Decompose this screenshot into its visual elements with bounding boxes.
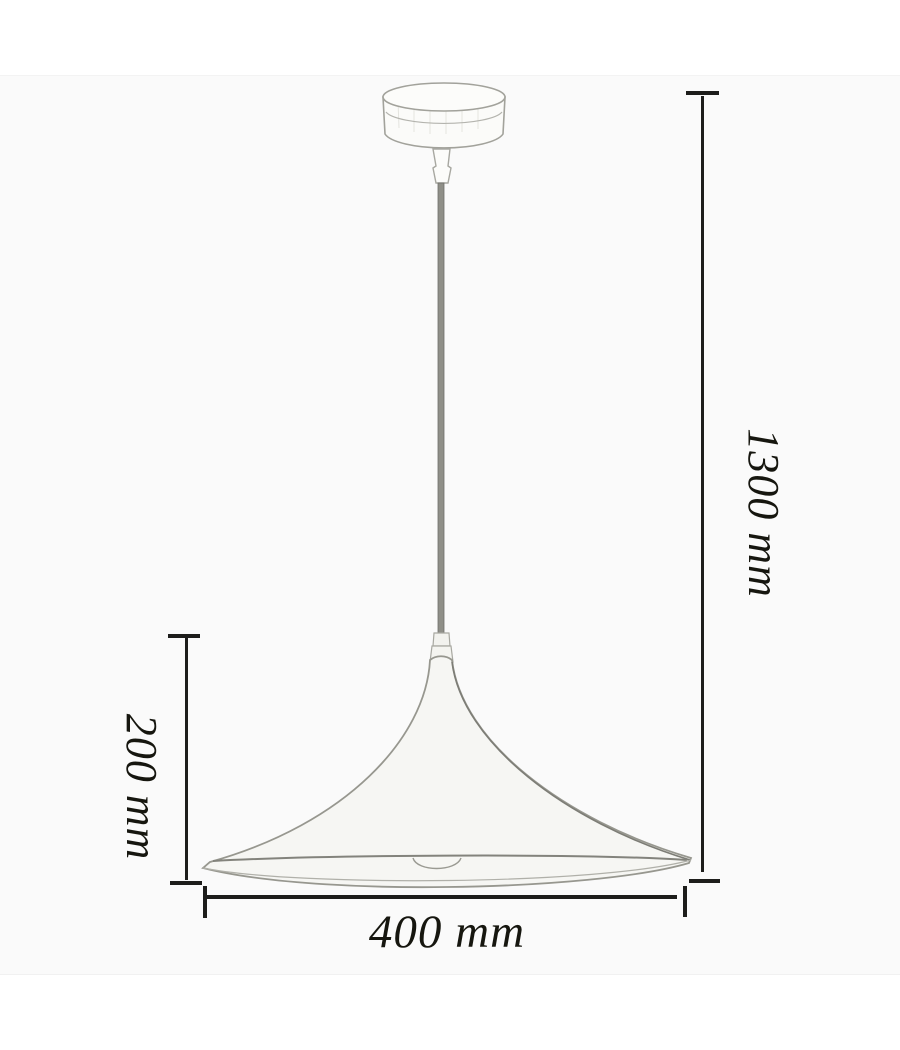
shade-rim-front-edge: [202, 859, 692, 882]
pendant-cord: [437, 182, 445, 636]
height-dimension-rule: [701, 96, 704, 872]
shade-width-left-tick: [203, 886, 207, 918]
ceiling-canopy: [382, 82, 506, 149]
shade-width-right-tick: [683, 886, 687, 917]
shade-rim-back-edge: [212, 854, 688, 862]
height-dimension-top-tick: [686, 91, 719, 95]
height-dimension-bottom-tick: [689, 879, 720, 883]
shade-height-bottom-tick: [170, 881, 202, 885]
shade-height-label: 200 mm: [117, 713, 166, 861]
shade-width-dimension-rule: [207, 895, 677, 899]
shade-diameter-label: 400 mm: [368, 906, 526, 958]
lamp-shade: [201, 655, 693, 889]
cord-grip: [432, 148, 452, 184]
bulb-outline: [412, 857, 462, 870]
overall-height-label: 1300 mm: [739, 428, 788, 598]
shade-height-top-tick: [168, 634, 200, 638]
shade-height-dimension-rule: [185, 638, 188, 880]
